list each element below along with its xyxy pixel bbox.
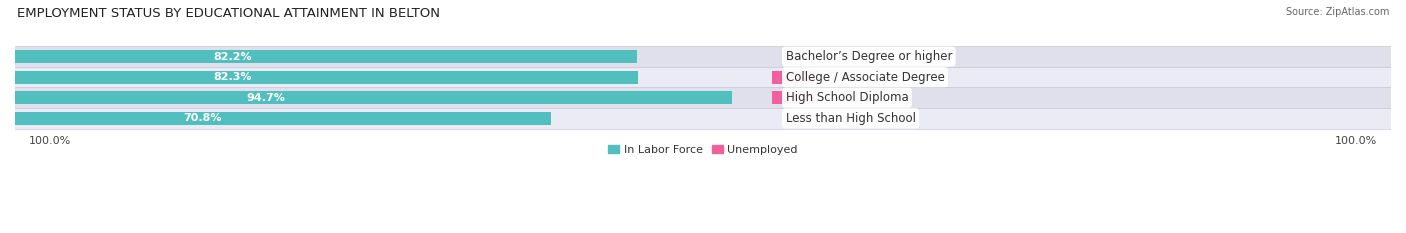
Text: High School Diploma: High School Diploma: [786, 91, 908, 104]
Bar: [15, 71, 638, 83]
Text: 100.0%: 100.0%: [28, 136, 72, 146]
Text: Less than High School: Less than High School: [786, 112, 915, 125]
Bar: [15, 46, 1391, 67]
Text: Source: ZipAtlas.com: Source: ZipAtlas.com: [1285, 7, 1389, 17]
Text: 7.4%: 7.4%: [831, 93, 860, 103]
Text: 100.0%: 100.0%: [1334, 136, 1378, 146]
Bar: [772, 91, 818, 104]
Text: 0.0%: 0.0%: [786, 51, 814, 62]
Text: 7.0%: 7.0%: [830, 72, 858, 82]
Bar: [15, 91, 731, 104]
Bar: [15, 112, 551, 125]
Bar: [772, 71, 815, 83]
Bar: [15, 50, 637, 63]
Legend: In Labor Force, Unemployed: In Labor Force, Unemployed: [603, 140, 803, 159]
Text: Bachelor’s Degree or higher: Bachelor’s Degree or higher: [786, 50, 952, 63]
Text: 94.7%: 94.7%: [246, 93, 285, 103]
Bar: [15, 108, 1391, 129]
Text: EMPLOYMENT STATUS BY EDUCATIONAL ATTAINMENT IN BELTON: EMPLOYMENT STATUS BY EDUCATIONAL ATTAINM…: [17, 7, 440, 20]
Text: 0.0%: 0.0%: [786, 113, 814, 123]
Text: 82.3%: 82.3%: [214, 72, 252, 82]
Text: 70.8%: 70.8%: [183, 113, 222, 123]
Text: 82.2%: 82.2%: [214, 51, 252, 62]
Bar: [15, 67, 1391, 87]
Bar: [15, 87, 1391, 108]
Text: College / Associate Degree: College / Associate Degree: [786, 71, 945, 84]
